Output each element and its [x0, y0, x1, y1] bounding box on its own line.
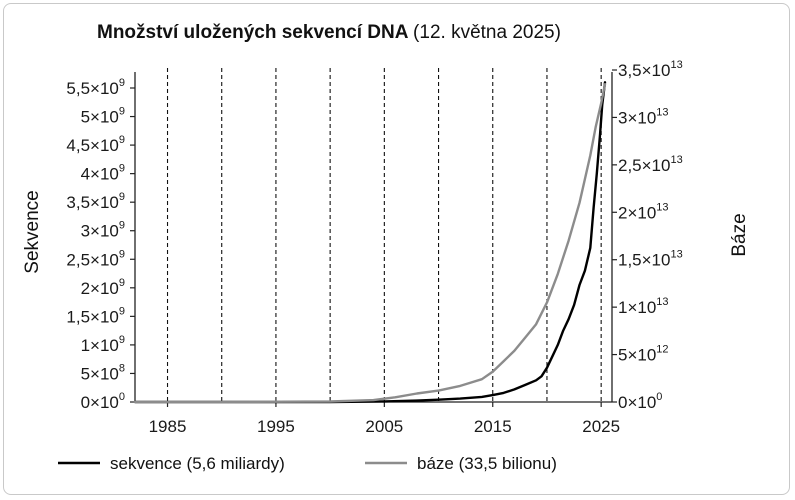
- y-left-tick-label: 4×109: [81, 163, 125, 184]
- y-left-axis-title: Sekvence: [22, 190, 43, 273]
- y-left-tick-label: 4,5×109: [66, 134, 125, 155]
- x-tick-label: 2015: [474, 417, 512, 436]
- y-left-tick-label: 2,5×109: [66, 248, 125, 269]
- y-right-tick-label: 0×100: [618, 391, 662, 412]
- y-left-tick-label: 3,5×109: [66, 191, 125, 212]
- x-tick-label: 1995: [257, 417, 295, 436]
- y-right-axis-title: Báze: [729, 213, 750, 256]
- y-left-tick-label: 0×100: [81, 391, 125, 412]
- x-tick-label: 2025: [582, 417, 620, 436]
- y-left-tick-label: 5×109: [81, 106, 125, 127]
- y-right-tick-label: 2,5×1013: [618, 154, 683, 175]
- y-right-tick-label: 3×1013: [618, 106, 669, 127]
- y-left-tick-label: 5×108: [81, 362, 125, 383]
- y-right-tick-label: 1,5×1013: [618, 249, 683, 270]
- x-tick-label: 2005: [365, 417, 403, 436]
- legend-label-baze: báze (33,5 bilionu): [417, 454, 557, 473]
- chart-frame: [3, 3, 790, 495]
- y-left-tick-label: 5,5×109: [66, 77, 125, 98]
- y-right-tick-label: 3,5×1013: [618, 59, 683, 80]
- legend-label-sekvence: sekvence (5,6 miliardy): [110, 454, 285, 473]
- series-line-sekvence: [133, 81, 607, 404]
- y-left-tick-label: 2×109: [81, 277, 125, 298]
- y-left-tick-label: 1,5×109: [66, 305, 125, 326]
- y-right-tick-label: 2×1013: [618, 201, 669, 222]
- y-left-tick-label: 1×109: [81, 334, 125, 355]
- x-tick-label: 1985: [149, 417, 187, 436]
- y-left-tick-label: 3×109: [81, 220, 125, 241]
- series-line-baze: [133, 82, 607, 404]
- y-right-tick-label: 1×1013: [618, 296, 669, 317]
- chart-title: Množství uložených sekvencí DNA (12. kvě…: [97, 22, 561, 43]
- y-right-tick-label: 5×1012: [618, 344, 669, 365]
